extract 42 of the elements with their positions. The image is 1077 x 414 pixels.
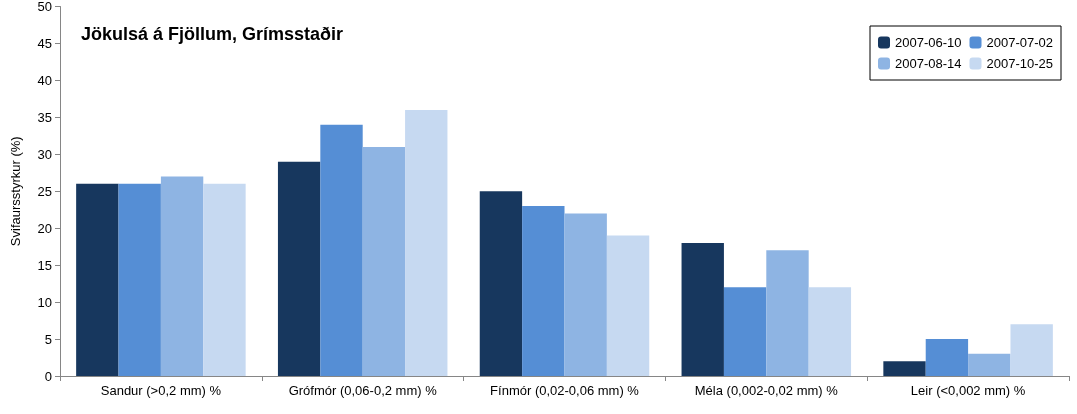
bar (564, 213, 607, 376)
legend-label: 2007-08-14 (895, 56, 962, 71)
bar (320, 124, 363, 376)
bar (479, 191, 523, 376)
y-tick-label: 10 (37, 294, 52, 310)
text: Jökulsá á Fjöllum, Grímsstaðir (81, 24, 344, 44)
legend-label: 2007-06-10 (895, 35, 962, 50)
bar (925, 339, 969, 376)
y-tick-label: 35 (37, 109, 52, 125)
y-tick-label: 40 (37, 72, 52, 88)
x-tick-label: Fínmór (0,02-0,06 mm) % (490, 383, 640, 398)
y-tick-label: 20 (37, 220, 52, 236)
y-tick-label: 50 (37, 0, 52, 14)
x-tick-label: Sandur (>0,2 mm) % (100, 383, 222, 398)
y-tick-label: 0 (44, 368, 52, 384)
legend-label: 2007-07-02 (986, 35, 1053, 50)
y-tick-label: 45 (37, 35, 52, 51)
y-tick-label: 5 (44, 331, 52, 347)
y-tick-label: 25 (37, 183, 52, 199)
bar (1010, 324, 1053, 376)
bar (362, 146, 406, 376)
y-axis-title: Svifaursstyrkur (%) (8, 136, 23, 247)
bar (277, 161, 321, 376)
legend-label: 2007-10-25 (986, 56, 1053, 71)
x-tick-label: Grófmór (0,06-0,2 mm) % (288, 383, 438, 398)
bar (160, 176, 204, 376)
x-tick-label: Méla (0,002-0,02 mm) % (694, 383, 839, 398)
bar (723, 287, 767, 376)
bar (681, 242, 724, 376)
bar (968, 353, 1011, 376)
bar (76, 183, 119, 376)
bar (606, 235, 650, 376)
bar (808, 287, 852, 376)
bar (118, 183, 161, 376)
y-tick-label: 30 (37, 146, 52, 162)
bar (203, 183, 246, 376)
bar (766, 250, 809, 376)
bar (405, 109, 448, 376)
bar (522, 206, 565, 376)
bar (883, 361, 926, 376)
y-tick-label: 15 (37, 257, 52, 273)
x-tick-label: Leir (<0,002 mm) % (910, 383, 1026, 398)
